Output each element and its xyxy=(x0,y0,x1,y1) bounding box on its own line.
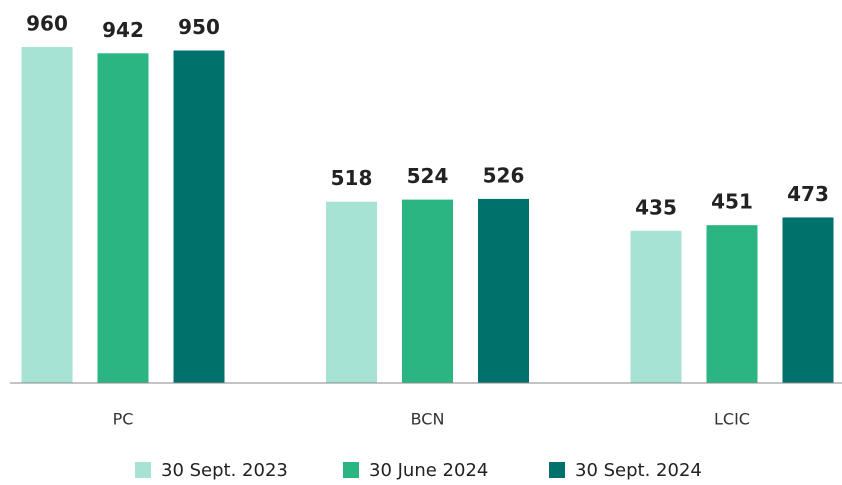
legend-label: 30 June 2024 xyxy=(369,460,488,481)
data-label: 960 xyxy=(26,12,68,36)
bar xyxy=(173,50,225,383)
data-label: 451 xyxy=(711,190,753,214)
data-label: 435 xyxy=(635,195,677,219)
bar xyxy=(97,53,149,384)
bar xyxy=(478,198,529,383)
x-tick-label: BCN xyxy=(411,410,445,429)
legend-swatch xyxy=(549,462,565,478)
legend-swatch xyxy=(343,462,359,478)
bar xyxy=(402,199,453,383)
bar xyxy=(21,47,73,383)
data-label: 518 xyxy=(331,166,373,190)
data-label: 524 xyxy=(407,164,449,188)
data-label: 950 xyxy=(178,15,220,39)
bar xyxy=(630,230,682,383)
bar xyxy=(782,217,834,383)
x-tick-label: LCIC xyxy=(714,410,750,429)
legend-label: 30 Sept. 2023 xyxy=(161,460,288,481)
bar xyxy=(326,201,377,383)
data-label: 526 xyxy=(483,163,525,187)
legend-swatch xyxy=(135,462,151,478)
data-label: 473 xyxy=(787,182,829,206)
x-tick-label: PC xyxy=(113,410,134,429)
data-label: 942 xyxy=(102,18,144,42)
legend-label: 30 Sept. 2024 xyxy=(575,460,702,481)
bar xyxy=(706,225,758,383)
